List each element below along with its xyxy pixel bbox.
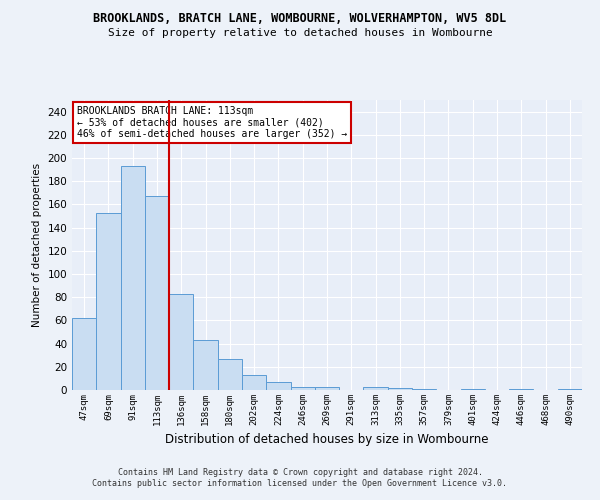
Bar	[509, 389, 533, 390]
Bar	[412, 389, 436, 390]
Bar	[290, 386, 315, 390]
Bar	[145, 196, 169, 390]
Bar	[121, 166, 145, 390]
Bar	[169, 294, 193, 390]
Bar	[461, 389, 485, 390]
Bar	[364, 386, 388, 390]
Bar	[388, 388, 412, 390]
Bar	[96, 212, 121, 390]
Bar	[193, 340, 218, 390]
Text: Contains HM Land Registry data © Crown copyright and database right 2024.
Contai: Contains HM Land Registry data © Crown c…	[92, 468, 508, 487]
Bar	[558, 389, 582, 390]
Bar	[266, 382, 290, 390]
Y-axis label: Number of detached properties: Number of detached properties	[32, 163, 42, 327]
Bar	[242, 375, 266, 390]
Bar	[218, 358, 242, 390]
Text: BROOKLANDS, BRATCH LANE, WOMBOURNE, WOLVERHAMPTON, WV5 8DL: BROOKLANDS, BRATCH LANE, WOMBOURNE, WOLV…	[94, 12, 506, 26]
X-axis label: Distribution of detached houses by size in Wombourne: Distribution of detached houses by size …	[165, 434, 489, 446]
Bar	[72, 318, 96, 390]
Text: Size of property relative to detached houses in Wombourne: Size of property relative to detached ho…	[107, 28, 493, 38]
Bar	[315, 386, 339, 390]
Text: BROOKLANDS BRATCH LANE: 113sqm
← 53% of detached houses are smaller (402)
46% of: BROOKLANDS BRATCH LANE: 113sqm ← 53% of …	[77, 106, 347, 139]
